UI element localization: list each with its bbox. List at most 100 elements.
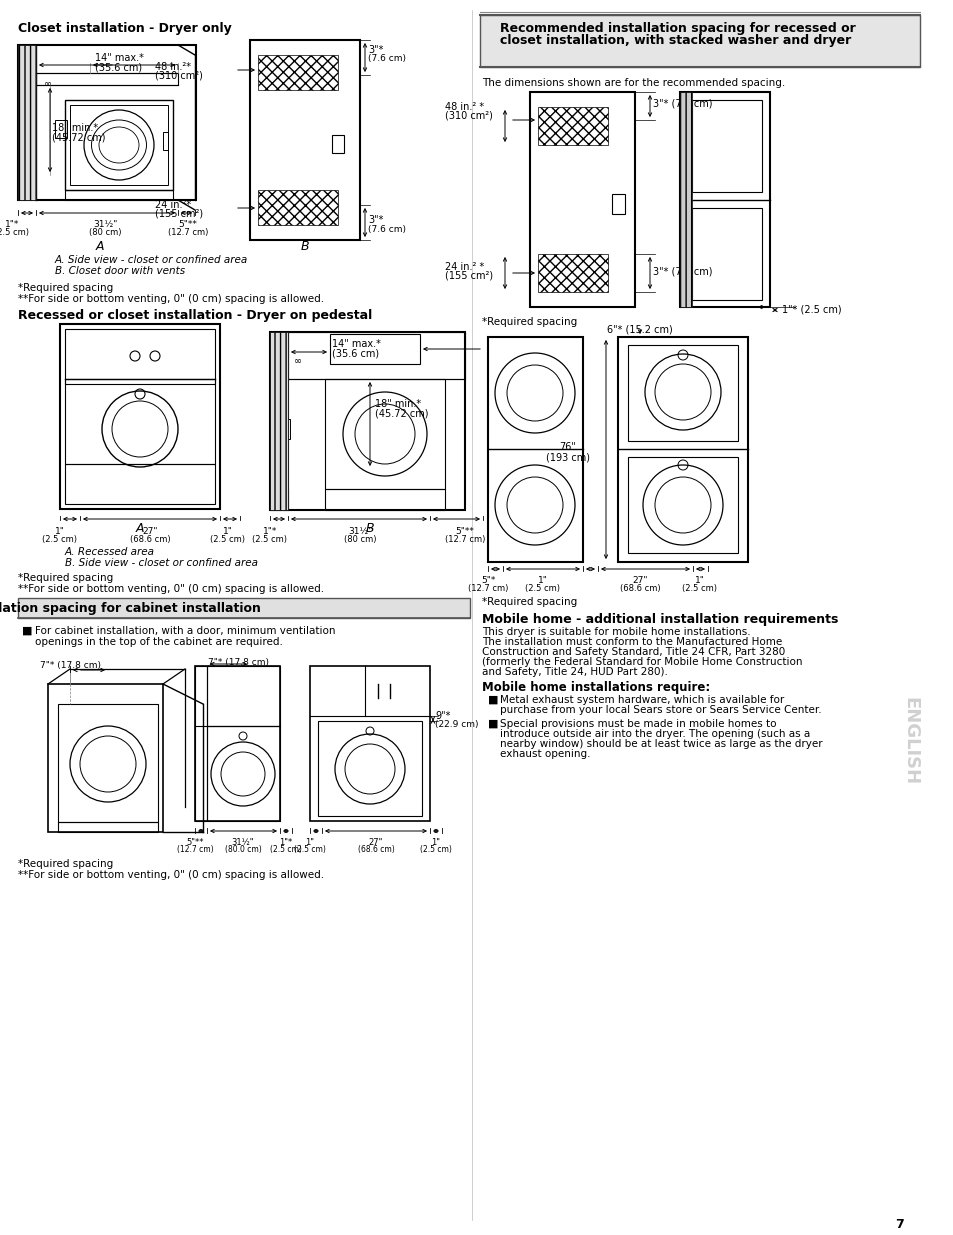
Bar [18,598,470,618]
Text: (12.7 cm): (12.7 cm) [467,584,508,593]
Bar [270,332,288,510]
Text: purchase from your local Sears store or Sears Service Center.: purchase from your local Sears store or … [499,705,821,715]
Text: openings in the top of the cabinet are required.: openings in the top of the cabinet are r… [35,637,283,647]
Bar [65,190,172,200]
Text: (35.6 cm): (35.6 cm) [332,348,378,358]
Text: 3"* (7.6 cm): 3"* (7.6 cm) [652,98,712,107]
Text: ∞: ∞ [44,79,52,89]
Bar [65,329,214,384]
Bar [330,333,419,364]
Bar [65,379,214,464]
Text: 27": 27" [632,576,647,585]
Bar [257,56,337,90]
Text: ENGLISH: ENGLISH [901,697,918,785]
Text: (2.5 cm): (2.5 cm) [419,845,452,853]
Text: (45.72 cm): (45.72 cm) [52,132,106,142]
Bar [618,337,747,562]
Text: 7"* (17.8 cm): 7"* (17.8 cm) [40,661,101,671]
Bar [488,337,582,562]
Text: 24 in.²*: 24 in.²* [154,200,191,210]
Bar [325,489,444,510]
Text: 1": 1" [695,576,704,585]
Text: (formerly the Federal Standard for Mobile Home Construction: (formerly the Federal Standard for Mobil… [481,657,801,667]
Text: 18" min.*: 18" min.* [52,124,98,133]
Text: 18" min.*: 18" min.* [375,399,420,409]
Bar [530,91,635,308]
Bar [270,489,288,510]
Text: Metal exhaust system hardware, which is available for: Metal exhaust system hardware, which is … [499,695,783,705]
Text: (80 cm): (80 cm) [89,228,121,237]
Text: (22.9 cm): (22.9 cm) [435,720,478,729]
Bar [207,666,280,726]
Bar [48,684,163,832]
Text: 1": 1" [55,527,65,536]
Text: (68.6 cm): (68.6 cm) [357,845,394,853]
Text: (12.7 cm): (12.7 cm) [176,845,213,853]
Bar [537,254,607,291]
Text: (7.6 cm): (7.6 cm) [368,54,406,63]
Bar [679,91,691,308]
Bar [537,107,607,144]
Text: ∞: ∞ [294,356,302,366]
Bar [612,194,624,214]
Bar [332,135,344,153]
Text: Installation spacing for cabinet installation: Installation spacing for cabinet install… [0,601,261,615]
Text: B. Closet door with vents: B. Closet door with vents [55,266,185,275]
Text: 1": 1" [537,576,547,585]
Bar [310,666,430,821]
Text: 1"*: 1"* [262,527,277,536]
Text: 31½": 31½" [92,220,117,228]
Bar [18,44,36,200]
Text: 5"*: 5"* [480,576,495,585]
Bar [58,823,158,832]
Text: 5"**: 5"** [178,220,197,228]
Bar [207,726,280,821]
Text: Mobile home installations require:: Mobile home installations require: [481,680,709,694]
Text: (2.5 cm): (2.5 cm) [0,228,30,237]
Bar [65,464,214,504]
Text: ■: ■ [488,719,498,729]
Text: *Required spacing: *Required spacing [481,317,577,327]
Text: and Safety, Title 24, HUD Part 280).: and Safety, Title 24, HUD Part 280). [481,667,667,677]
Bar [479,15,919,67]
Bar [194,666,280,821]
Text: (12.7 cm): (12.7 cm) [168,228,208,237]
Text: 7"* (17.8 cm): 7"* (17.8 cm) [208,658,269,667]
Text: 3"*: 3"* [368,44,383,56]
Text: Recommended installation spacing for recessed or: Recommended installation spacing for rec… [499,22,855,35]
Text: A. Recessed area: A. Recessed area [65,547,154,557]
Bar [60,324,220,509]
Text: Special provisions must be made in mobile homes to: Special provisions must be made in mobil… [499,719,776,729]
Text: B: B [365,522,374,535]
Bar [36,73,178,85]
Text: Mobile home - additional installation requirements: Mobile home - additional installation re… [481,613,838,626]
Text: nearby window) should be at least twice as large as the dryer: nearby window) should be at least twice … [499,739,821,748]
Text: 3"* (7.6 cm): 3"* (7.6 cm) [652,267,712,277]
Text: (310 cm²): (310 cm²) [444,111,493,121]
Text: *Required spacing: *Required spacing [18,860,113,869]
Text: (2.5 cm): (2.5 cm) [43,535,77,543]
Text: (2.5 cm): (2.5 cm) [211,535,245,543]
Bar [163,132,168,149]
Text: *Required spacing: *Required spacing [481,597,577,606]
Text: 24 in.² *: 24 in.² * [444,262,484,272]
Text: (155 cm²): (155 cm²) [444,270,493,282]
Text: (310 cm²): (310 cm²) [154,70,203,82]
Text: (68.6 cm): (68.6 cm) [130,535,171,543]
Text: (193 cm): (193 cm) [545,452,589,462]
Text: (68.6 cm): (68.6 cm) [619,584,659,593]
Text: A. Side view - closet or confined area: A. Side view - closet or confined area [55,254,248,266]
Bar [691,100,761,191]
Bar [317,721,421,816]
Text: (2.5 cm): (2.5 cm) [270,845,301,853]
Text: 31½": 31½" [232,839,254,847]
Text: (80.0 cm): (80.0 cm) [224,845,261,853]
Text: A: A [95,240,104,253]
Text: 31½": 31½" [348,527,372,536]
Text: 9"*: 9"* [435,711,450,721]
Bar [65,100,172,190]
Bar [270,332,464,510]
Text: (80 cm): (80 cm) [343,535,375,543]
Bar [679,91,769,308]
Bar [70,105,168,185]
